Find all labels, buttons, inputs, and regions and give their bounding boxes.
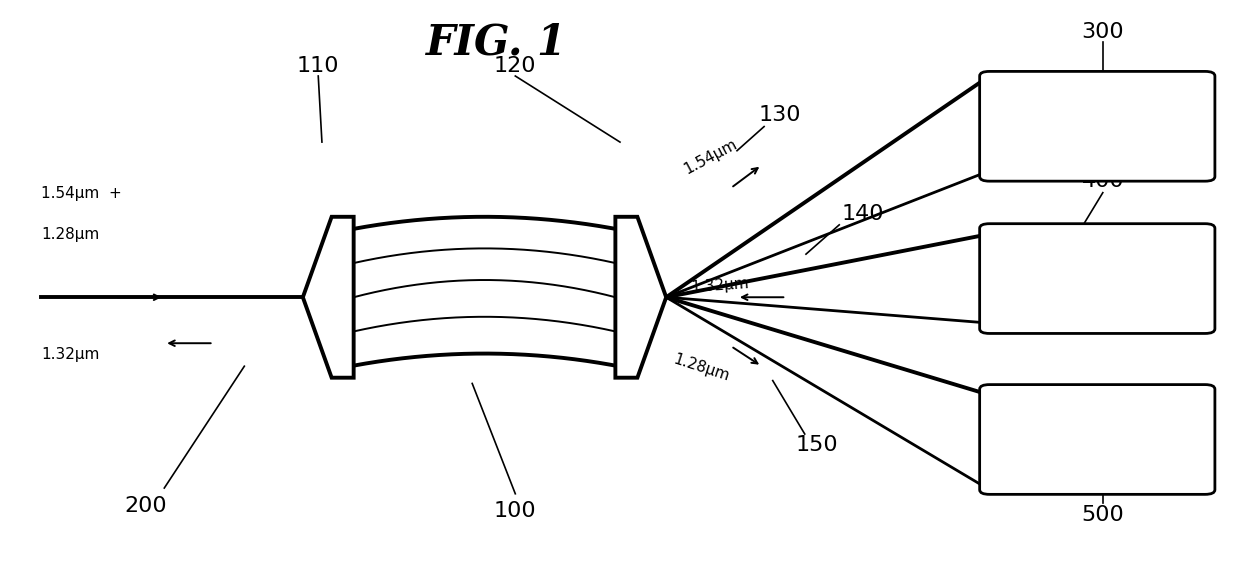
Text: 1.54μm  +: 1.54μm +	[41, 187, 122, 201]
Text: 100: 100	[494, 501, 537, 521]
Text: 400: 400	[1081, 171, 1125, 191]
Polygon shape	[615, 217, 666, 378]
Text: 120: 120	[494, 56, 537, 76]
Text: 110: 110	[298, 56, 340, 76]
Text: 1.28μm: 1.28μm	[41, 227, 99, 241]
FancyBboxPatch shape	[980, 224, 1215, 333]
Text: 300: 300	[1081, 22, 1125, 41]
Polygon shape	[303, 217, 353, 378]
Text: 140: 140	[842, 203, 884, 224]
Text: 1.32μm: 1.32μm	[41, 347, 99, 362]
Text: 1.28μm: 1.28μm	[672, 352, 732, 384]
Text: 500: 500	[1081, 505, 1125, 525]
Text: FIG. 1: FIG. 1	[427, 22, 568, 64]
FancyBboxPatch shape	[980, 385, 1215, 494]
Text: 150: 150	[796, 435, 838, 455]
FancyBboxPatch shape	[980, 71, 1215, 181]
Text: 1.54μm: 1.54μm	[682, 136, 740, 177]
Text: 1.32μm: 1.32μm	[691, 276, 749, 295]
Text: 130: 130	[759, 105, 801, 125]
Text: 200: 200	[124, 496, 167, 515]
